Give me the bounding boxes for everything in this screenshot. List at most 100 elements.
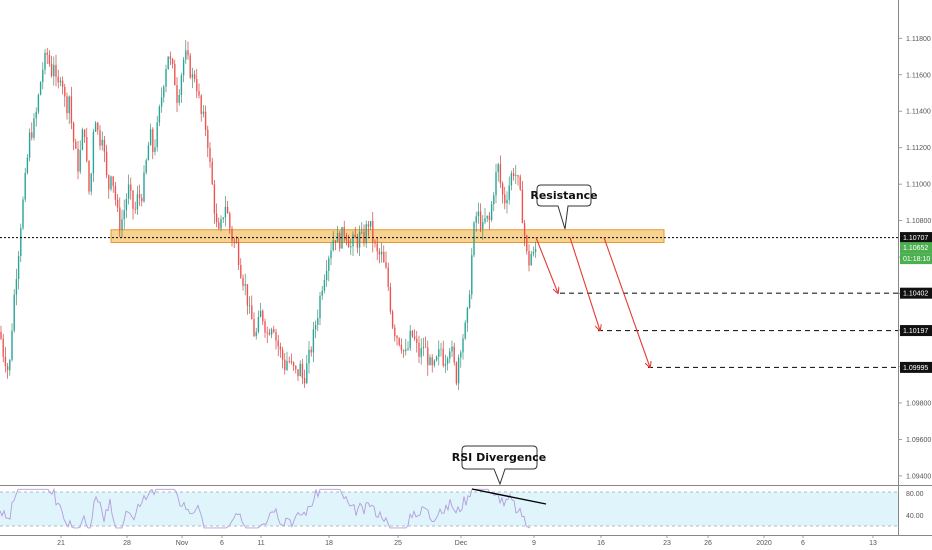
- candle-down: [237, 242, 240, 266]
- candle-down: [512, 173, 515, 177]
- candle-up: [13, 294, 15, 331]
- candle-up: [160, 97, 163, 107]
- candle-up: [422, 347, 425, 349]
- candle-down: [266, 332, 268, 334]
- price-tags: 1.10707 1.10652 01:18:10 1.10402 1.10197 1.09…: [900, 232, 932, 373]
- price-tag-label: 1.10197: [903, 328, 928, 335]
- candle-up: [319, 295, 321, 319]
- candle-up: [435, 356, 438, 361]
- candle-up: [158, 106, 161, 123]
- price-tick-label: 1.11400: [906, 109, 931, 116]
- price-tag-label: 1.10402: [903, 291, 928, 298]
- candle-up: [490, 204, 493, 221]
- price-tag-box: [900, 242, 932, 254]
- rsi-level-40-label: 40.00: [906, 513, 924, 520]
- candle-down: [233, 240, 235, 242]
- candle-down: [176, 85, 178, 103]
- candle-up: [468, 294, 471, 308]
- candle-down: [268, 332, 271, 335]
- candle-down: [116, 199, 119, 208]
- candle-up: [248, 305, 251, 307]
- candle-up: [81, 129, 84, 150]
- candle-up: [477, 211, 480, 217]
- candle-down: [354, 234, 356, 238]
- candle-down: [130, 184, 132, 191]
- candle-down: [2, 338, 4, 357]
- candle-down: [343, 227, 345, 236]
- candle-down: [367, 224, 370, 227]
- date-tick-label: 23: [663, 540, 671, 547]
- candle-down: [279, 346, 282, 350]
- candle-down: [70, 96, 73, 123]
- candle-up: [484, 218, 486, 223]
- candle-up: [306, 363, 308, 384]
- candle-down: [427, 347, 429, 366]
- candle-down: [517, 175, 519, 177]
- projection-arrow: [603, 237, 650, 368]
- projection-arrow: [535, 237, 558, 294]
- date-tick-label: 9: [532, 540, 536, 547]
- candle-down: [99, 130, 101, 146]
- candle-up: [330, 250, 332, 259]
- candle-up: [22, 199, 24, 229]
- candle-up: [440, 348, 442, 350]
- candle-up: [127, 184, 130, 199]
- price-tag-box: [900, 287, 932, 299]
- date-tick-label: 16: [597, 540, 605, 547]
- candle-up: [39, 82, 42, 95]
- price-tag-label: 1.10652: [903, 245, 928, 252]
- candle-up: [409, 330, 411, 349]
- candle-down: [431, 357, 433, 366]
- candle-down: [50, 63, 53, 77]
- candle-down: [169, 56, 172, 60]
- candle-up: [59, 80, 62, 83]
- candle-up: [11, 330, 13, 360]
- candle-down: [189, 55, 191, 78]
- rsi-line: [0, 487, 531, 529]
- candle-down: [387, 267, 389, 287]
- candle-down: [213, 184, 216, 214]
- candle-down: [378, 251, 381, 255]
- candle-down: [46, 52, 48, 55]
- candle-up: [464, 322, 466, 339]
- rsi-level-80-label: 80.00: [906, 491, 924, 498]
- candle-down: [528, 251, 530, 266]
- candle-down: [152, 129, 154, 152]
- candle-up: [17, 256, 20, 280]
- candle-up: [321, 290, 323, 296]
- date-tick-label: 26: [704, 540, 712, 547]
- candle-down: [86, 137, 88, 161]
- price-tick-label: 1.11600: [906, 72, 931, 79]
- candlestick-series: [0, 40, 537, 390]
- candle-up: [482, 222, 484, 230]
- candle-up: [180, 75, 183, 96]
- rsi-band: [0, 492, 898, 526]
- candle-down: [284, 359, 286, 370]
- candle-down: [31, 132, 33, 138]
- price-tick-label: 1.09600: [906, 437, 931, 444]
- candle-down: [290, 361, 293, 363]
- rsi-pane[interactable]: 80.00 40.00: [0, 485, 932, 529]
- candle-up: [438, 349, 440, 357]
- candle-down: [385, 262, 387, 268]
- candle-down: [453, 346, 455, 363]
- candle-down: [398, 338, 400, 345]
- candle-down: [396, 336, 398, 339]
- candle-up: [380, 251, 383, 255]
- price-tag-box: [900, 325, 932, 337]
- candle-up: [35, 111, 37, 119]
- candle-down: [504, 194, 506, 204]
- projection-arrows: [535, 237, 650, 368]
- candle-up: [407, 348, 409, 350]
- candle-up: [24, 172, 26, 200]
- candle-down: [209, 148, 211, 162]
- candle-down: [132, 190, 134, 209]
- candle-up: [42, 69, 44, 83]
- time-axis[interactable]: 21 28 Nov 6 11 18 25 Dec 9 16 23 26 2020 6 13: [57, 535, 877, 547]
- candle-up: [460, 352, 462, 358]
- candle-up: [493, 195, 495, 205]
- candle-down: [229, 213, 231, 229]
- candle-down: [246, 284, 249, 306]
- candle-down: [455, 362, 458, 384]
